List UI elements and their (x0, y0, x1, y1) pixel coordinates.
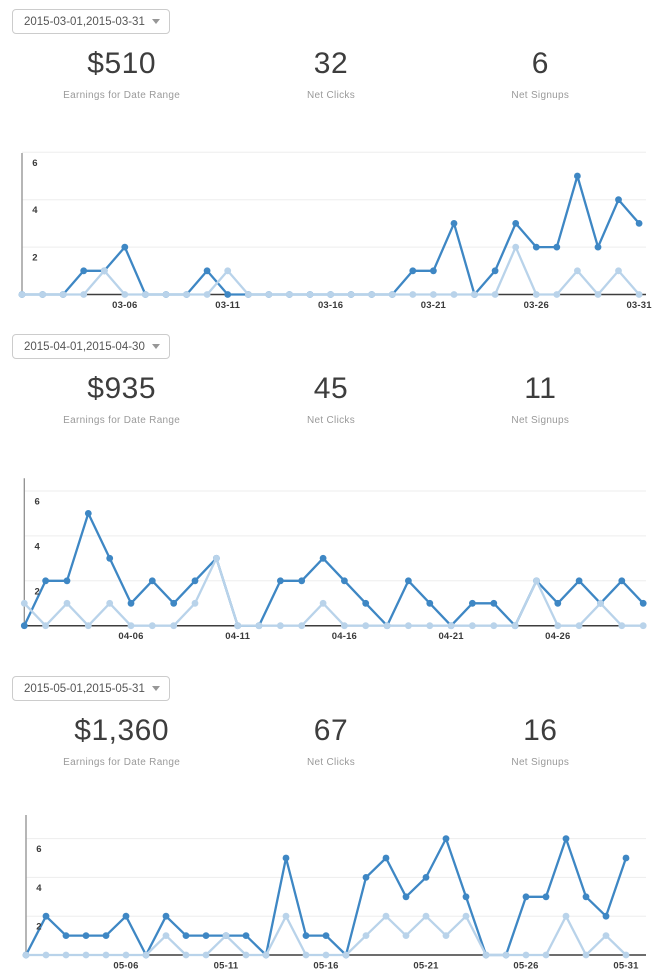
svg-text:05-06: 05-06 (113, 961, 138, 970)
net-clicks-value: 32 (313, 47, 349, 80)
net-signups-label: Net Signups (511, 90, 570, 101)
grid-lines (22, 151, 646, 248)
date-range-value: 2015-03-01,2015-03-31 (24, 15, 145, 28)
svg-text:03-06: 03-06 (112, 300, 137, 311)
svg-text:04-21: 04-21 (438, 631, 464, 642)
earnings-value: $510 (87, 47, 157, 80)
stat-net-clicks: 32 Net Clicks (226, 47, 435, 101)
clicks-series (20, 510, 647, 630)
svg-text:4: 4 (32, 205, 38, 216)
net-signups-value: 6 (531, 47, 549, 80)
x-axis-labels: 04-06 04-11 04-16 04-21 04-26 (118, 631, 570, 642)
svg-text:05-16: 05-16 (313, 961, 338, 970)
date-range-select[interactable]: 2015-04-01,2015-04-30 (12, 334, 170, 359)
svg-text:03-31: 03-31 (626, 300, 652, 311)
stat-net-signups: 16 Net Signups (436, 714, 645, 768)
svg-text:6: 6 (35, 497, 40, 508)
clicks-series (22, 835, 630, 959)
stats-row: $935 Earnings for Date Range 45 Net Clic… (17, 372, 645, 426)
earnings-value: $935 (87, 372, 157, 405)
svg-text:03-26: 03-26 (524, 300, 549, 311)
date-range-select[interactable]: 2015-05-01,2015-05-31 (12, 676, 170, 701)
svg-text:05-21: 05-21 (413, 961, 439, 970)
net-signups-label: Net Signups (511, 757, 570, 768)
stat-earnings: $510 Earnings for Date Range (17, 47, 226, 101)
svg-text:03-11: 03-11 (215, 300, 240, 311)
svg-text:05-31: 05-31 (613, 961, 639, 970)
net-clicks-label: Net Clicks (306, 90, 355, 101)
grid-lines (24, 490, 646, 582)
chevron-down-icon (152, 686, 160, 691)
earnings-label: Earnings for Date Range (63, 90, 181, 101)
chevron-down-icon (152, 344, 160, 349)
signups-series (22, 912, 630, 959)
earnings-value: $1,360 (74, 714, 170, 747)
svg-text:04-11: 04-11 (225, 631, 250, 642)
svg-text:03-21: 03-21 (421, 300, 447, 311)
y-axis-labels: 2 4 6 (36, 844, 42, 933)
earnings-label: Earnings for Date Range (63, 757, 181, 768)
svg-text:4: 4 (36, 883, 42, 894)
svg-text:6: 6 (36, 844, 41, 855)
stat-net-clicks: 67 Net Clicks (226, 714, 435, 768)
svg-text:2: 2 (35, 586, 40, 597)
svg-text:4: 4 (35, 541, 41, 552)
date-range-value: 2015-05-01,2015-05-31 (24, 682, 145, 695)
stat-net-signups: 6 Net Signups (436, 47, 645, 101)
svg-text:04-06: 04-06 (118, 631, 143, 642)
y-axis-labels: 2 4 6 (35, 497, 41, 598)
net-signups-label: Net Signups (511, 415, 570, 426)
svg-text:04-16: 04-16 (332, 631, 357, 642)
daily-clicks-signups-chart: 2 4 6 03-06 03-11 03-16 03-21 03-26 03-31 (18, 151, 652, 311)
svg-text:2: 2 (36, 922, 41, 933)
net-clicks-label: Net Clicks (306, 757, 355, 768)
svg-text:05-26: 05-26 (513, 961, 538, 970)
stat-earnings: $1,360 Earnings for Date Range (17, 714, 226, 768)
stats-row: $1,360 Earnings for Date Range 67 Net Cl… (17, 714, 645, 768)
svg-text:05-11: 05-11 (214, 961, 239, 970)
date-range-select[interactable]: 2015-03-01,2015-03-31 (12, 9, 170, 34)
daily-clicks-signups-chart: 2 4 6 05-06 05-11 05-16 05-21 05-26 05-31 (22, 815, 646, 970)
x-axis-labels: 05-06 05-11 05-16 05-21 05-26 05-31 (113, 961, 639, 970)
net-signups-value: 16 (523, 714, 558, 747)
net-signups-value: 11 (524, 372, 557, 405)
chevron-down-icon (152, 19, 160, 24)
net-clicks-value: 45 (313, 372, 349, 405)
y-axis-labels: 2 4 6 (32, 158, 38, 264)
svg-text:04-26: 04-26 (545, 631, 570, 642)
signups-series (18, 243, 643, 298)
svg-text:6: 6 (32, 158, 37, 169)
svg-text:03-16: 03-16 (318, 300, 343, 311)
stats-row: $510 Earnings for Date Range 32 Net Clic… (17, 47, 645, 101)
stat-earnings: $935 Earnings for Date Range (17, 372, 226, 426)
x-axis-labels: 03-06 03-11 03-16 03-21 03-26 03-31 (112, 300, 652, 311)
net-clicks-label: Net Clicks (306, 415, 355, 426)
stat-net-signups: 11 Net Signups (436, 372, 645, 426)
net-clicks-value: 67 (313, 714, 349, 747)
earnings-label: Earnings for Date Range (63, 415, 181, 426)
signups-series (20, 554, 647, 630)
date-range-value: 2015-04-01,2015-04-30 (24, 340, 145, 353)
svg-text:2: 2 (32, 253, 37, 264)
stat-net-clicks: 45 Net Clicks (226, 372, 435, 426)
daily-clicks-signups-chart: 2 4 6 04-06 04-11 04-16 04-21 04-26 (20, 478, 647, 642)
